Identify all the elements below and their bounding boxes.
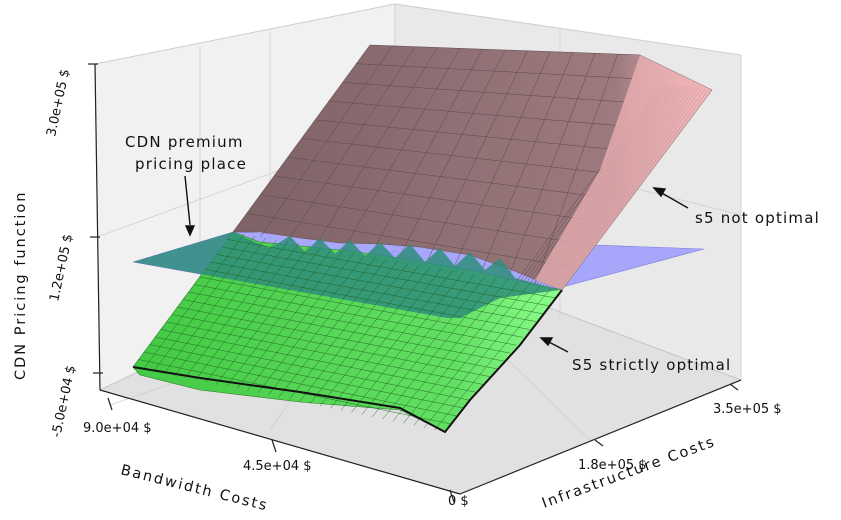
green-mesh-line (177, 306, 498, 370)
green-mesh-line (182, 299, 504, 362)
green-mesh-line (171, 314, 491, 377)
x-tick-label: 9.0e+04 $ (83, 421, 152, 436)
green-mesh-line (194, 284, 517, 346)
green-mesh (138, 233, 556, 430)
green-mesh-line (155, 336, 472, 401)
green-mesh-line (160, 329, 478, 393)
x-ticks (107, 397, 455, 503)
green-surface (132, 231, 563, 434)
pink-mesh-line (274, 175, 586, 220)
y-tick-label: 3.5e+05 $ (713, 402, 782, 417)
pink-mesh-line (342, 82, 625, 103)
green-mesh-line (205, 269, 530, 330)
green-mesh-line (166, 321, 485, 385)
annotation-strictly-optimal: S5 strictly optimal (572, 356, 731, 374)
green-mesh-line (144, 351, 459, 417)
z-ticks (88, 63, 103, 374)
pink-mesh-line (246, 213, 570, 267)
annotation-premium-line2: pricing place (135, 155, 247, 173)
z-tick-label: 3.0e+05 $ (44, 68, 73, 138)
green-mesh-line (149, 344, 465, 409)
green-mesh-line (188, 291, 511, 354)
annotation-not-optimal: s5 not optimal (695, 209, 820, 227)
x-tick-label: 4.5e+04 $ (243, 459, 312, 474)
annotation-premium-arrow (184, 175, 196, 237)
z-tick-label: 1.2e+05 $ (47, 233, 76, 303)
green-mesh-line (199, 276, 524, 338)
y-tick-label: 1.8e+05 $ (578, 458, 647, 473)
pink-mesh-line (315, 119, 609, 150)
annotation-not-optimal-arrow (652, 187, 689, 209)
annotation-premium-line1: CDN premium (125, 133, 244, 151)
pink-mesh-line (301, 138, 602, 173)
pink-mesh-line (328, 100, 617, 126)
z-tick-label: -5.0e+04 $ (49, 364, 79, 439)
axis-lines (94, 63, 742, 495)
z-axis-label: CDN Pricing function (13, 191, 29, 380)
x-tick-label: 0 $ (448, 494, 469, 509)
pink-edge-band (535, 55, 712, 290)
pink-mesh-line (260, 194, 578, 244)
pink-mesh-line (356, 63, 633, 79)
green-mesh-line (221, 246, 550, 306)
green-mesh-line (210, 261, 537, 322)
pink-mesh-line (287, 156, 594, 197)
green-mesh-line (216, 254, 543, 314)
green-mesh-line (227, 239, 556, 299)
y-ticks (594, 383, 739, 447)
annotation-strictly-optimal-arrow (539, 337, 569, 353)
